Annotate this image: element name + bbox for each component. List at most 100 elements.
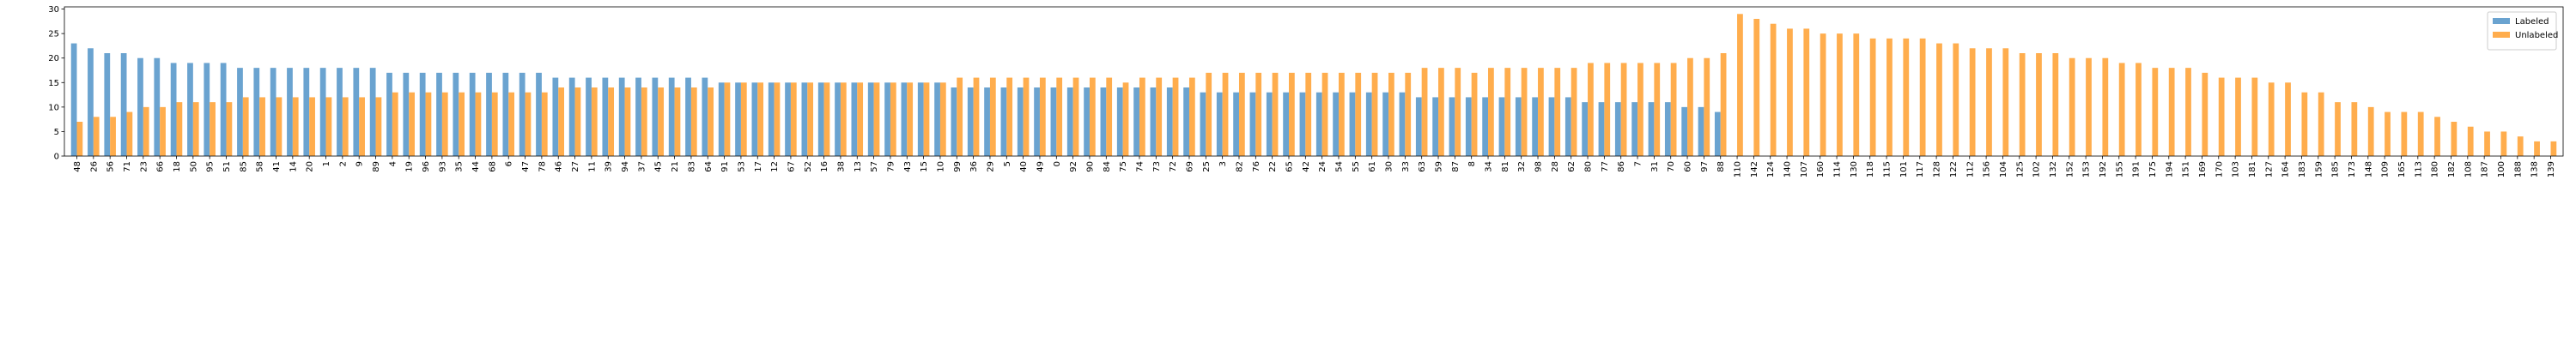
bar [2202, 72, 2208, 156]
bar [1837, 33, 1843, 157]
x-tick-label: 109 [2381, 161, 2391, 178]
x-tick-label: 52 [804, 161, 813, 172]
bar [2517, 136, 2524, 156]
bar [1106, 77, 1113, 156]
bar [591, 87, 598, 156]
x-tick-label: 87 [1451, 161, 1461, 172]
bar [270, 68, 276, 156]
legend-swatch [2493, 18, 2510, 24]
bar [635, 77, 641, 156]
x-tick-label: 37 [637, 161, 647, 172]
x-tick-label: 115 [1883, 161, 1893, 178]
x-tick-label: 85 [239, 161, 248, 172]
bar [768, 82, 775, 156]
bar [568, 77, 575, 156]
bar [1753, 19, 1760, 156]
bar [469, 72, 476, 156]
x-tick-label: 107 [1800, 161, 1809, 178]
legend-swatch [2493, 32, 2510, 38]
bar [973, 77, 980, 156]
bar [1371, 72, 1378, 156]
x-tick-label: 70 [1667, 161, 1676, 172]
x-tick-label: 89 [372, 161, 381, 172]
x-tick-label: 108 [2464, 161, 2473, 178]
bar [192, 102, 199, 156]
bar [1471, 72, 1478, 156]
x-tick-label: 35 [455, 161, 465, 172]
bar [957, 77, 963, 156]
bar [1056, 77, 1063, 156]
bar [2118, 63, 2125, 156]
legend-label: Unlabeled [2515, 31, 2558, 40]
bar [2401, 111, 2408, 156]
bar [658, 87, 665, 156]
bar [1222, 72, 1229, 156]
x-tick-label: 11 [587, 161, 597, 172]
bar [552, 77, 559, 156]
bar [425, 92, 432, 156]
bar [618, 77, 625, 156]
x-tick-label: 160 [1816, 161, 1826, 178]
x-tick-label: 3 [1218, 161, 1228, 166]
bar [1084, 87, 1090, 156]
bar [210, 102, 216, 156]
x-tick-label: 13 [854, 161, 863, 172]
x-tick-label: 169 [2198, 161, 2208, 178]
bar [436, 72, 442, 156]
bar [2052, 53, 2059, 156]
bar [901, 82, 908, 156]
x-tick-label: 132 [2049, 161, 2058, 178]
bar [2335, 102, 2341, 156]
x-tick-label: 33 [1401, 161, 1411, 172]
x-tick-label: 165 [2397, 161, 2407, 178]
x-tick-label: 175 [2148, 161, 2158, 178]
bar [1034, 87, 1040, 156]
bar [120, 53, 127, 156]
bar [1698, 106, 1704, 156]
bar [1415, 97, 1422, 156]
x-tick-label: 36 [969, 161, 979, 172]
bar [1116, 87, 1123, 156]
bar [1200, 92, 1206, 156]
bar [917, 82, 924, 156]
bar [735, 82, 741, 156]
bar [2251, 77, 2258, 156]
bar [1315, 92, 1322, 156]
bar [790, 82, 797, 156]
bar [1339, 72, 1345, 156]
x-tick-label: 93 [438, 161, 447, 172]
x-tick-label: 92 [1069, 161, 1078, 172]
bar [1321, 72, 1328, 156]
bar [1614, 102, 1621, 156]
x-tick-label: 2 [338, 161, 348, 166]
x-tick-label: 170 [2215, 161, 2224, 178]
bar [1670, 63, 1677, 156]
x-tick-label: 72 [1169, 161, 1178, 172]
bar [1272, 72, 1279, 156]
bar [475, 92, 482, 156]
bar [2484, 131, 2490, 156]
x-tick-label: 27 [571, 161, 580, 172]
bar [1421, 68, 1428, 156]
x-tick-label: 28 [1551, 161, 1560, 172]
bar [392, 92, 398, 156]
x-tick-label: 66 [156, 161, 166, 172]
bar [170, 63, 177, 156]
bar [292, 97, 299, 156]
bar [359, 97, 365, 156]
bar [1704, 57, 1710, 156]
bar [1820, 33, 1826, 157]
bar [1532, 97, 1539, 156]
bar [2019, 53, 2026, 156]
bar [126, 111, 133, 156]
bar [2417, 111, 2424, 156]
bar [1969, 48, 1976, 156]
bar [1504, 68, 1511, 156]
bar [242, 97, 249, 156]
x-tick-label: 84 [1103, 161, 1112, 172]
bar [1288, 72, 1295, 156]
x-tick-label: 114 [1833, 161, 1843, 178]
x-tick-label: 99 [953, 161, 963, 172]
bar [1133, 87, 1139, 156]
bar [1438, 68, 1444, 156]
